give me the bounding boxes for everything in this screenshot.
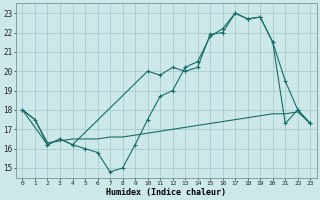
X-axis label: Humidex (Indice chaleur): Humidex (Indice chaleur) xyxy=(106,188,226,197)
